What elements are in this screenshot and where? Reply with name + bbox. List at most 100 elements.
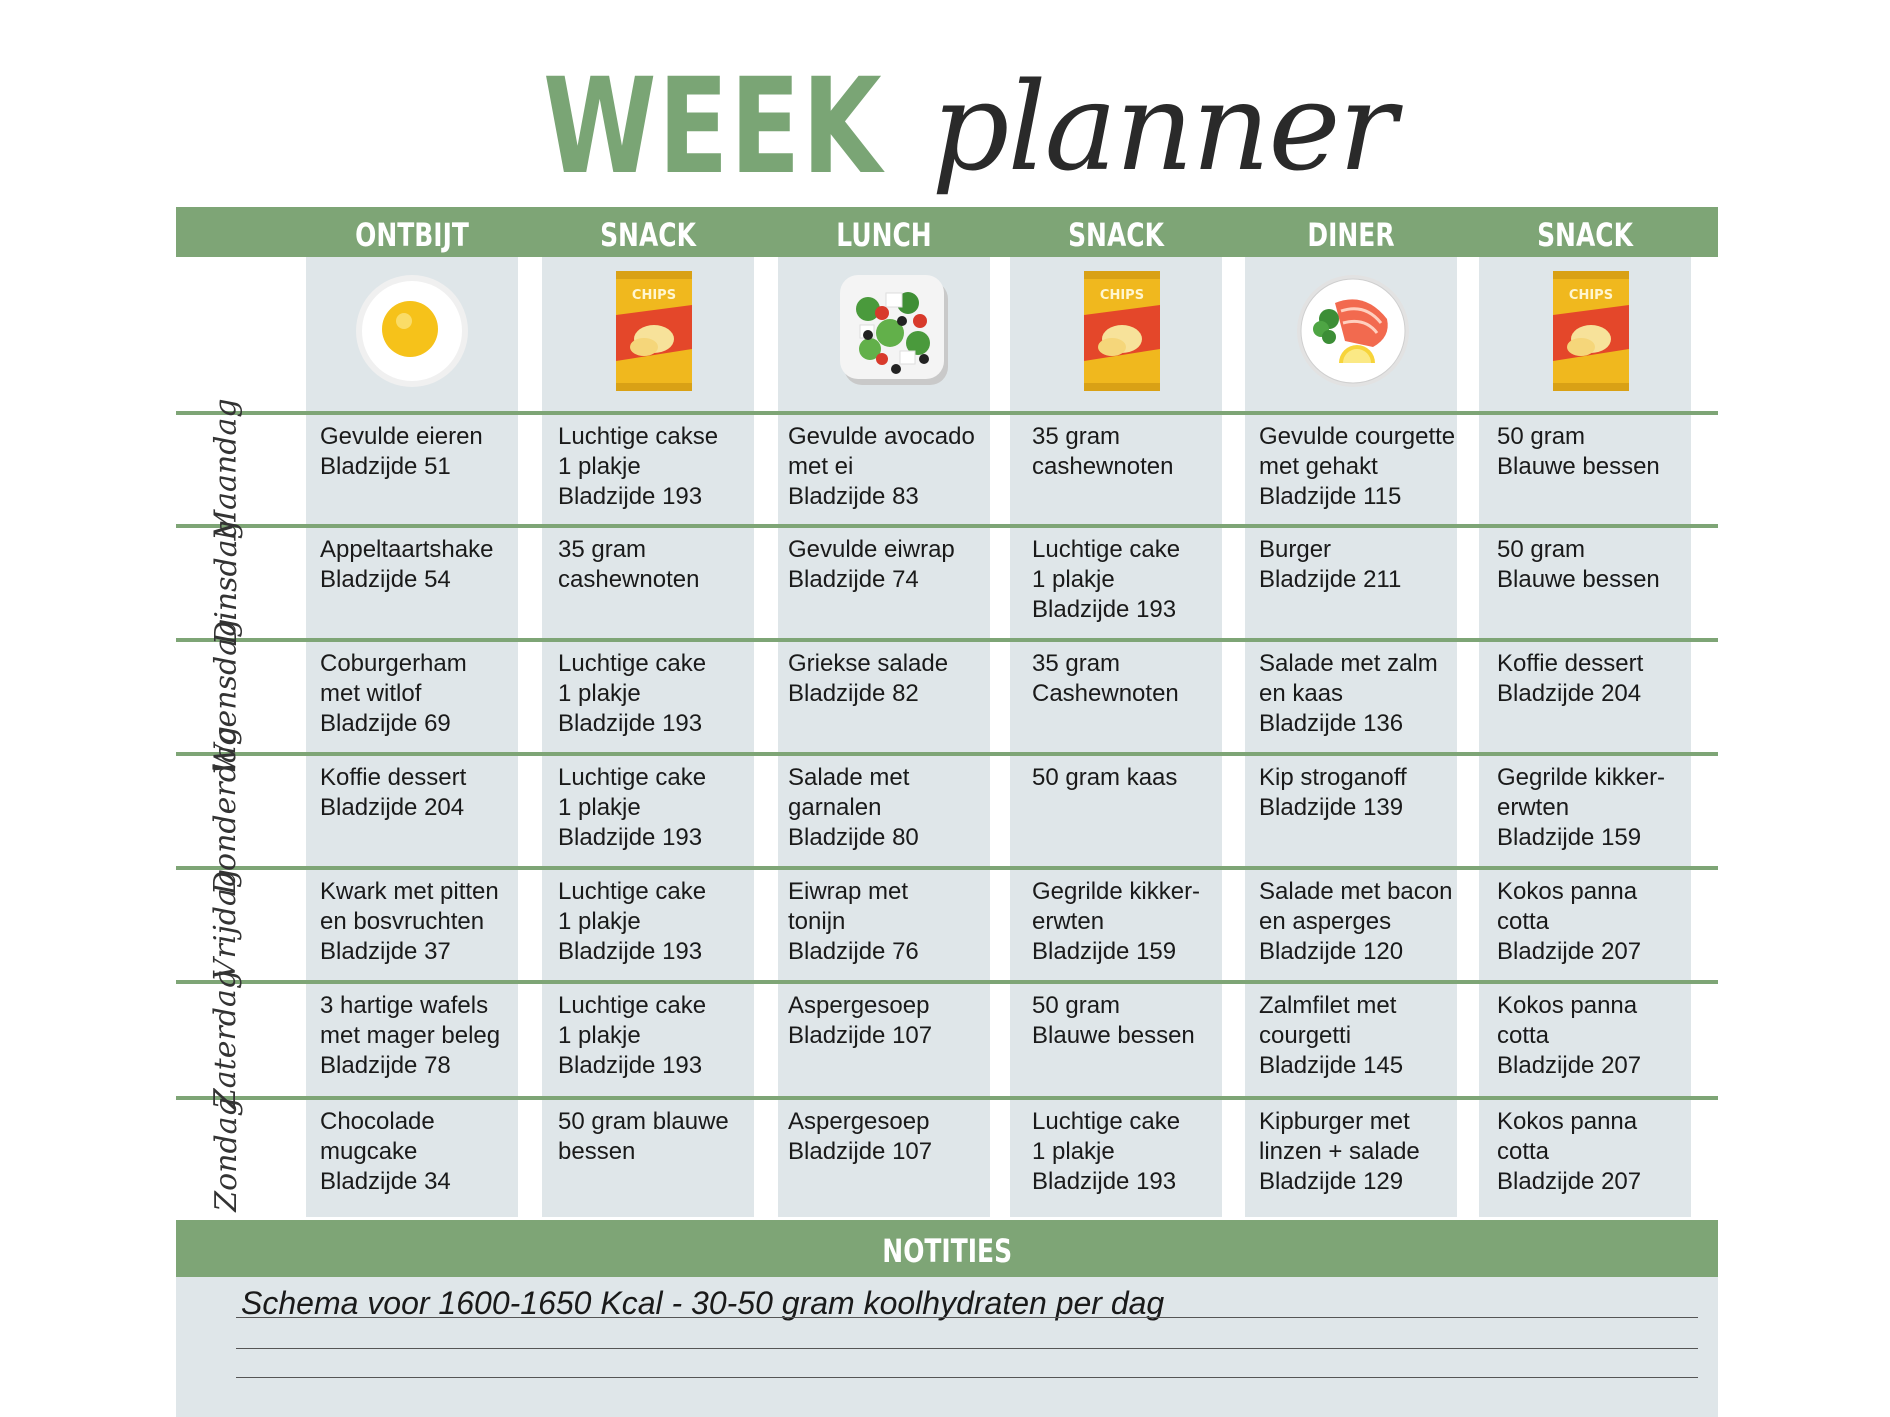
- chips-text: CHIPS: [1569, 288, 1613, 303]
- meal-line: Bladzijde 193: [558, 1052, 703, 1079]
- column-header-lunch: LUNCH: [836, 216, 932, 254]
- meal-cell: 35 gram cashewnoten: [1032, 422, 1173, 482]
- meal-line: Bladzijde 204: [320, 794, 465, 821]
- meal-line: Gevulde avocado: [788, 423, 975, 450]
- day-label-zondag: Zondag: [176, 1096, 276, 1212]
- meal-line: Bladzijde 193: [558, 824, 703, 851]
- meal-line: Bladzijde 136: [1259, 710, 1404, 737]
- meal-line: Blauwe bessen: [1032, 1022, 1195, 1049]
- day-name: Maandag: [208, 397, 244, 541]
- meal-line: Bladzijde 82: [788, 680, 919, 707]
- meal-line: Bladzijde 80: [788, 824, 919, 851]
- meal-cell: Luchtige cake 1 plakje Bladzijde 193: [1032, 535, 1180, 625]
- row-divider: [176, 638, 1718, 642]
- meal-line: Bladzijde 211: [1259, 566, 1402, 593]
- meal-line: Luchtige cake: [1032, 536, 1181, 563]
- meal-cell: Aspergesoep Bladzijde 107: [788, 991, 932, 1051]
- column-background: [542, 257, 754, 1217]
- meal-cell: Kokos panna cotta Bladzijde 207: [1497, 991, 1641, 1081]
- meal-line: 1 plakje: [558, 453, 641, 480]
- meal-line: cashewnoten: [558, 566, 700, 593]
- meal-cell: Kipburger met linzen + salade Bladzijde 12…: [1259, 1107, 1420, 1197]
- meal-line: Bladzijde 145: [1259, 1052, 1404, 1079]
- meal-cell: Aspergesoep Bladzijde 107: [788, 1107, 932, 1167]
- meal-line: Kokos panna: [1497, 992, 1638, 1019]
- notes-header: NOTITIES: [176, 1220, 1718, 1277]
- meal-line: Bladzijde 204: [1497, 680, 1642, 707]
- meal-line: cotta: [1497, 1022, 1550, 1049]
- meal-cell: Salade met zalm en kaas Bladzijde 136: [1259, 649, 1438, 739]
- meal-line: Bladzijde 120: [1259, 938, 1404, 965]
- meal-cell: Luchtige cake 1 plakje Bladzijde 193: [1032, 1107, 1180, 1197]
- meal-line: Gegrilde kikker-: [1032, 878, 1201, 905]
- meal-line: garnalen: [788, 794, 882, 821]
- meal-line: tonijn: [788, 908, 846, 935]
- meal-line: met mager beleg: [320, 1022, 501, 1049]
- meal-cell: 50 gram Blauwe bessen: [1497, 422, 1660, 482]
- meal-line: Salade met: [788, 764, 910, 791]
- meal-line: met gehakt: [1259, 453, 1378, 480]
- meal-line: Luchtige cake: [558, 992, 707, 1019]
- meal-cell: Luchtige cake 1 plakje Bladzijde 193: [558, 763, 706, 853]
- column-background: [1010, 257, 1222, 1217]
- meal-cell: 35 gram Cashewnoten: [1032, 649, 1179, 709]
- meal-line: Luchtige cake: [558, 878, 707, 905]
- salmon-plate-icon: [1295, 271, 1411, 396]
- meal-line: erwten: [1032, 908, 1105, 935]
- meal-cell: Chocolade mugcake Bladzijde 34: [320, 1107, 451, 1197]
- chips-bag-icon: CHIPS: [1082, 269, 1162, 398]
- meal-line: Luchtige cake: [1032, 1108, 1181, 1135]
- meal-line: en kaas: [1259, 680, 1344, 707]
- meal-line: 35 gram: [1032, 423, 1121, 450]
- meal-cell: 3 hartige wafels met mager beleg Bladzijde…: [320, 991, 500, 1081]
- meal-cell: Gegrilde kikker-erwten Bladzijde 159: [1497, 763, 1665, 853]
- notes-area: Schema voor 1600-1650 Kcal - 30-50 gram …: [176, 1277, 1718, 1417]
- meal-line: Bladzijde 139: [1259, 794, 1404, 821]
- meal-cell: Salade met bacon en asperges Bladzijde 120: [1259, 877, 1452, 967]
- meal-line: Bladzijde 69: [320, 710, 451, 737]
- fried-egg-icon: [352, 271, 472, 396]
- meal-line: Chocolade: [320, 1108, 435, 1135]
- title-week: WEEK: [543, 50, 884, 204]
- column-background: [306, 257, 518, 1217]
- meal-line: Luchtige cakse: [558, 423, 719, 450]
- day-name: Vrijdag: [208, 868, 244, 980]
- meal-line: Gevulde eieren: [320, 423, 483, 450]
- meal-line: erwten: [1497, 794, 1570, 821]
- chips-bag-icon: CHIPS: [1551, 269, 1631, 398]
- meal-cell: Luchtige cake 1 plakje Bladzijde 193: [558, 877, 706, 967]
- meal-cell: Salade met garnalen Bladzijde 80: [788, 763, 919, 853]
- meal-line: Gegrilde kikker-: [1497, 764, 1666, 791]
- meal-cell: Kokos panna cotta Bladzijde 207: [1497, 1107, 1641, 1197]
- meal-cell: 35 gram cashewnoten: [558, 535, 699, 595]
- meal-cell: 50 gram Blauwe bessen: [1032, 991, 1195, 1051]
- meal-cell: Kokos panna cotta Bladzijde 207: [1497, 877, 1641, 967]
- meal-line: Coburgerham: [320, 650, 467, 677]
- meal-line: cashewnoten: [1032, 453, 1174, 480]
- meal-cell: Coburgerham met witlof Bladzijde 69: [320, 649, 467, 739]
- day-label-vrijdag: Vrijdag: [176, 868, 276, 980]
- meal-line: 1 plakje: [1032, 1138, 1115, 1165]
- day-name: Zondag: [208, 1096, 244, 1212]
- meal-line: 1 plakje: [558, 908, 641, 935]
- meal-line: 50 gram: [1497, 423, 1586, 450]
- meal-line: Koffie dessert: [320, 764, 467, 791]
- page-title: WEEK planner: [0, 50, 1890, 204]
- meal-cell: Koffie dessert Bladzijde 204: [1497, 649, 1643, 709]
- row-divider: [176, 752, 1718, 756]
- meal-cell: Gegrilde kikker-erwten Bladzijde 159: [1032, 877, 1200, 967]
- meal-line: Bladzijde 129: [1259, 1168, 1404, 1195]
- meal-line: Bladzijde 159: [1032, 938, 1177, 965]
- meal-line: Eiwrap met: [788, 878, 909, 905]
- meal-line: Bladzijde 83: [788, 483, 919, 510]
- meal-line: 50 gram blauwe: [558, 1108, 729, 1135]
- row-divider: [176, 980, 1718, 984]
- meal-line: Bladzijde 207: [1497, 1052, 1642, 1079]
- column-background: [1479, 257, 1691, 1217]
- meal-cell: Gevulde courgette met gehakt Bladzijde 115: [1259, 422, 1455, 512]
- meal-line: met witlof: [320, 680, 422, 707]
- meal-cell: Gevulde eieren Bladzijde 51: [320, 422, 483, 482]
- meal-cell: Gevulde eiwrap Bladzijde 74: [788, 535, 955, 595]
- meal-line: Bladzijde 78: [320, 1052, 451, 1079]
- meal-line: Bladzijde 207: [1497, 938, 1642, 965]
